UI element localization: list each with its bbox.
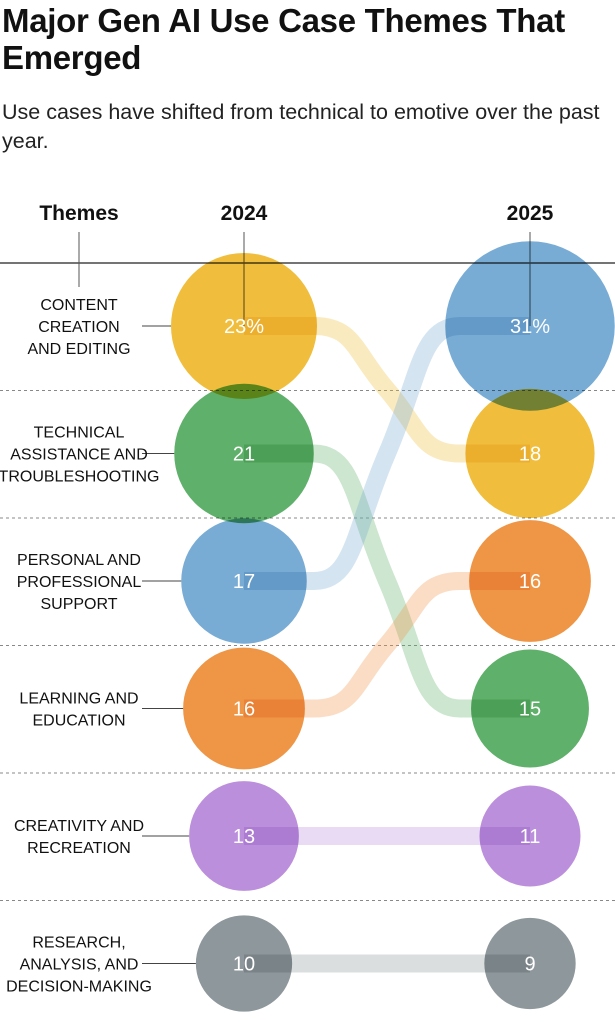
theme-label: RECREATION — [27, 840, 131, 857]
theme-label: TROUBLESHOOTING — [0, 469, 159, 486]
theme-label: DECISION-MAKING — [6, 979, 152, 996]
header-2024: 2024 — [221, 202, 268, 225]
theme-label: CREATIVITY AND — [14, 818, 144, 835]
connector-band — [244, 444, 530, 718]
theme-label: CREATION — [38, 319, 119, 336]
bubble-2024 — [181, 518, 307, 644]
theme-label: ASSISTANCE AND — [10, 447, 148, 464]
theme-labels: CONTENT CREATION AND EDITING TECHNICAL ASSIS… — [0, 297, 550, 996]
theme-label: SUPPORT — [40, 596, 117, 613]
bubble-2024 — [183, 647, 305, 770]
theme-label: LEARNING AND — [19, 691, 138, 708]
chart-title: Major Gen AI Use Case Themes That Emerge… — [2, 2, 565, 76]
value-label-2025: 31% — [510, 316, 550, 338]
bubble-2025 — [471, 649, 589, 768]
theme-label: AND EDITING — [27, 341, 130, 358]
value-label-2024: 17 — [233, 571, 255, 593]
value-label-2025: 11 — [520, 826, 541, 848]
bubble-2024 — [189, 781, 299, 891]
header-2025: 2025 — [507, 202, 554, 225]
header-themes: Themes — [39, 202, 118, 225]
connector-band — [244, 317, 530, 590]
theme-label: TECHNICAL — [34, 425, 125, 442]
bubble-2024 — [171, 253, 317, 399]
bubble-2025 — [479, 785, 581, 887]
value-label-2024: 23% — [224, 316, 264, 338]
theme-label: PROFESSIONAL — [17, 574, 142, 591]
connector-band — [244, 572, 530, 718]
value-label-2025: 16 — [519, 571, 541, 593]
bubble-2025 — [469, 520, 591, 642]
bubble-2024 — [195, 915, 293, 1012]
bubble-2025 — [445, 241, 615, 411]
value-label-2025: 9 — [524, 954, 535, 976]
theme-label: CONTENT — [40, 297, 118, 314]
theme-label: EDUCATION — [32, 713, 125, 730]
bubbles — [171, 241, 615, 1012]
chart-subtitle: Use cases have shifted from technical to… — [2, 100, 600, 153]
value-label-2024: 21 — [233, 444, 255, 466]
bubble-2024 — [174, 383, 314, 524]
theme-label: RESEARCH, — [32, 935, 125, 952]
connector-band — [244, 317, 530, 463]
value-label-2025: 15 — [519, 699, 541, 721]
theme-label: PERSONAL AND — [17, 552, 141, 569]
theme-label: ANALYSIS, AND — [20, 957, 139, 974]
value-label-2024: 13 — [233, 826, 255, 848]
value-label-2025: 18 — [519, 444, 541, 466]
value-label-2024: 16 — [233, 699, 255, 721]
bubble-2025 — [465, 388, 595, 519]
bubble-2025 — [484, 917, 576, 1010]
value-label-2024: 10 — [233, 954, 255, 976]
